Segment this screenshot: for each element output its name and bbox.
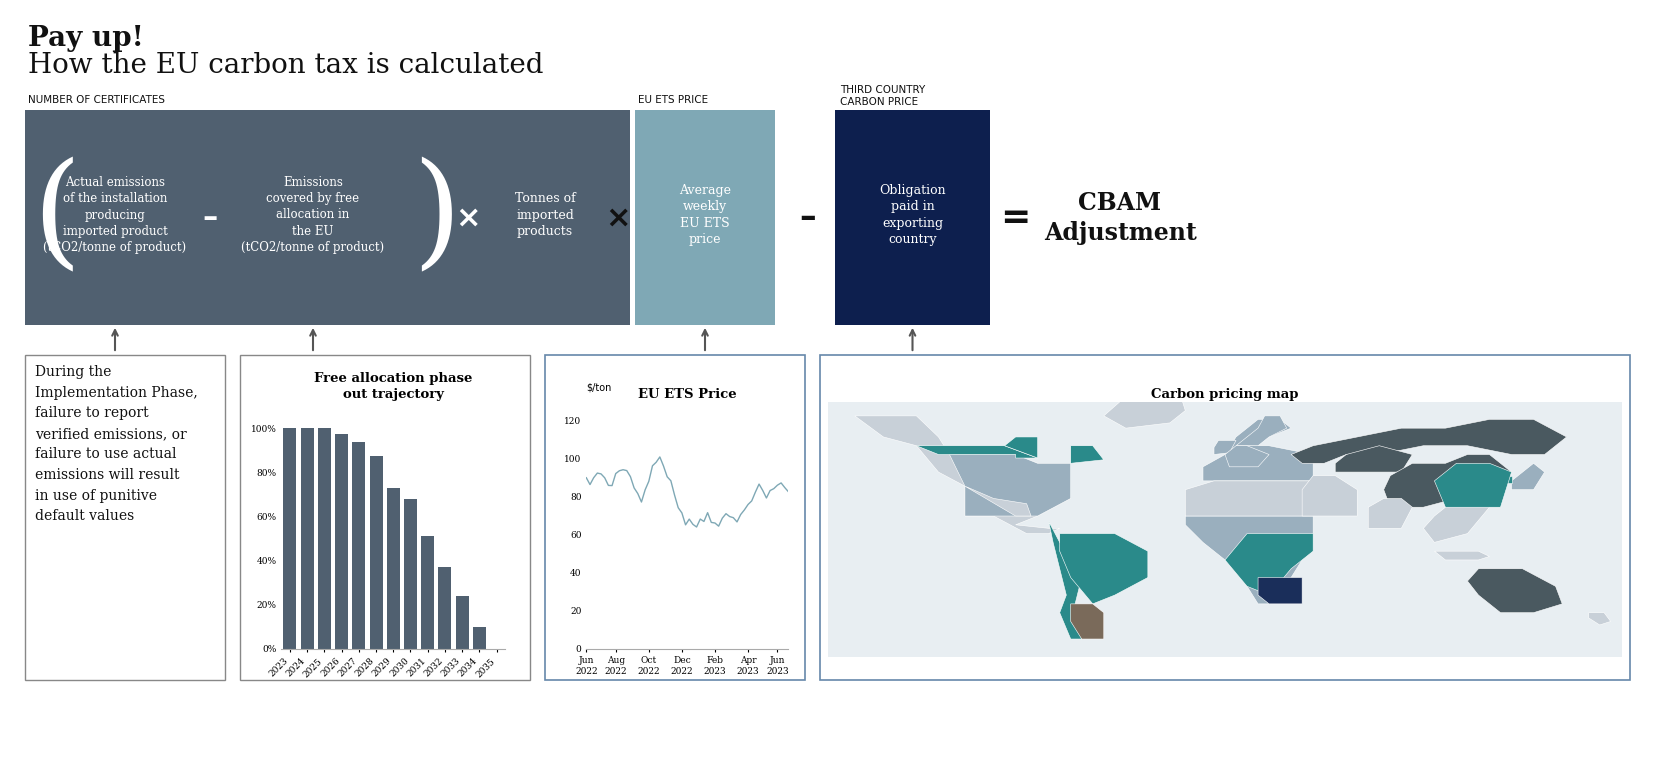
Bar (317, 428, 331, 649)
Title: Free allocation phase
out trajectory: Free allocation phase out trajectory (314, 371, 473, 401)
Polygon shape (1104, 396, 1185, 428)
Bar (25, 355, 225, 680)
Text: Average
weekly
EU ETS
price: Average weekly EU ETS price (679, 184, 731, 246)
FancyBboxPatch shape (25, 110, 630, 325)
Bar (438, 567, 451, 649)
Polygon shape (1258, 577, 1303, 604)
Text: Pay up!: Pay up! (28, 25, 144, 52)
Polygon shape (855, 416, 1071, 534)
Text: –: – (800, 201, 817, 235)
Text: (: ( (31, 158, 81, 278)
Bar (403, 499, 417, 649)
Polygon shape (965, 486, 1031, 516)
Bar (422, 537, 435, 649)
Polygon shape (1213, 441, 1236, 455)
Text: EU ETS PRICE: EU ETS PRICE (638, 95, 707, 105)
Text: ×: × (455, 204, 481, 232)
Polygon shape (1336, 445, 1412, 472)
Polygon shape (1369, 498, 1412, 528)
Polygon shape (949, 455, 1071, 516)
Text: ×: × (605, 204, 631, 232)
Text: CBAM
Adjustment: CBAM Adjustment (1043, 191, 1197, 245)
Bar (456, 596, 468, 649)
Bar (352, 442, 365, 649)
FancyBboxPatch shape (635, 110, 775, 325)
Polygon shape (916, 445, 1038, 458)
Polygon shape (1048, 521, 1081, 639)
Polygon shape (1203, 445, 1312, 481)
Text: THIRD COUNTRY
CARBON PRICE: THIRD COUNTRY CARBON PRICE (840, 85, 926, 108)
Text: Tonnes of
imported
products: Tonnes of imported products (514, 192, 575, 238)
Polygon shape (1468, 569, 1562, 612)
Polygon shape (1060, 534, 1147, 604)
Title: EU ETS Price: EU ETS Price (638, 388, 737, 401)
Text: ): ) (412, 158, 461, 278)
Text: –: – (202, 203, 218, 232)
Text: $/ton: $/ton (587, 382, 612, 392)
Polygon shape (1185, 481, 1312, 516)
Polygon shape (1423, 498, 1489, 542)
Polygon shape (1291, 420, 1567, 463)
Text: Emissions
covered by free
allocation in
the EU
(tCO2/tonne of product): Emissions covered by free allocation in … (241, 176, 385, 254)
Polygon shape (1225, 534, 1312, 595)
Text: NUMBER OF CERTIFICATES: NUMBER OF CERTIFICATES (28, 95, 165, 105)
Bar (301, 428, 314, 649)
Bar (370, 456, 382, 649)
FancyBboxPatch shape (835, 110, 990, 325)
Polygon shape (1384, 455, 1511, 507)
Polygon shape (1435, 551, 1489, 560)
Bar (473, 627, 486, 649)
Bar (283, 428, 296, 649)
Polygon shape (1511, 463, 1544, 490)
Polygon shape (1225, 420, 1291, 455)
Bar (240, 355, 531, 680)
Polygon shape (1225, 445, 1270, 466)
Title: Carbon pricing map: Carbon pricing map (1150, 388, 1299, 401)
Text: =: = (1000, 201, 1030, 235)
Polygon shape (1589, 612, 1610, 625)
Text: Obligation
paid in
exporting
country: Obligation paid in exporting country (879, 184, 946, 246)
Polygon shape (1005, 437, 1038, 458)
Text: Actual emissions
of the installation
producing
imported product
(tCO2/tonne of p: Actual emissions of the installation pro… (43, 176, 187, 254)
Text: During the
Implementation Phase,
failure to report
verified emissions, or
failur: During the Implementation Phase, failure… (35, 365, 198, 523)
Text: How the EU carbon tax is calculated: How the EU carbon tax is calculated (28, 52, 544, 79)
Polygon shape (1185, 516, 1312, 604)
Bar (545, 355, 805, 680)
Bar (820, 355, 1630, 680)
Polygon shape (1236, 416, 1286, 445)
Polygon shape (1071, 604, 1104, 639)
Polygon shape (1071, 445, 1104, 463)
Bar (336, 434, 349, 649)
Polygon shape (1435, 463, 1511, 507)
Polygon shape (1303, 476, 1357, 516)
Polygon shape (1503, 476, 1511, 483)
Bar (387, 488, 400, 649)
